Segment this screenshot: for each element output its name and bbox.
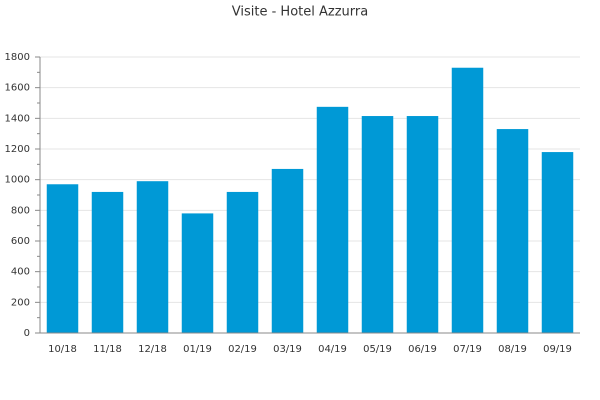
- x-tick-label: 06/19: [408, 344, 437, 355]
- bar: [136, 181, 169, 333]
- x-tick-label: 02/19: [228, 344, 257, 355]
- bar: [181, 213, 214, 333]
- y-tick-label: 1400: [5, 113, 30, 124]
- bar: [271, 168, 304, 333]
- y-tick-label: 1600: [5, 83, 30, 94]
- bar: [541, 152, 574, 333]
- y-tick-label: 0: [24, 328, 30, 339]
- bar: [406, 116, 439, 334]
- bar: [316, 106, 349, 333]
- y-tick-label: 1000: [5, 175, 30, 186]
- x-tick-label: 11/18: [93, 344, 122, 355]
- y-tick-label: 1200: [5, 144, 30, 155]
- bar: [91, 191, 124, 333]
- x-tick-label: 10/18: [48, 344, 77, 355]
- x-tick-label: 07/19: [453, 344, 482, 355]
- bar: [496, 129, 529, 333]
- x-tick-label: 08/19: [498, 344, 527, 355]
- x-tick-label: 05/19: [363, 344, 392, 355]
- y-tick-label: 600: [11, 236, 30, 247]
- y-tick-label: 200: [11, 297, 30, 308]
- bar: [451, 67, 484, 333]
- chart-title: Visite - Hotel Azzurra: [232, 5, 368, 20]
- x-tick-label: 03/19: [273, 344, 302, 355]
- y-tick-label: 800: [11, 205, 30, 216]
- x-tick-label: 12/18: [138, 344, 167, 355]
- y-tick-label: 400: [11, 267, 30, 278]
- y-tick-label: 1800: [5, 52, 30, 63]
- x-tick-label: 04/19: [318, 344, 347, 355]
- bar: [226, 191, 259, 333]
- x-tick-label: 09/19: [543, 344, 572, 355]
- bar: [361, 116, 394, 334]
- bar: [46, 184, 79, 333]
- x-tick-label: 01/19: [183, 344, 212, 355]
